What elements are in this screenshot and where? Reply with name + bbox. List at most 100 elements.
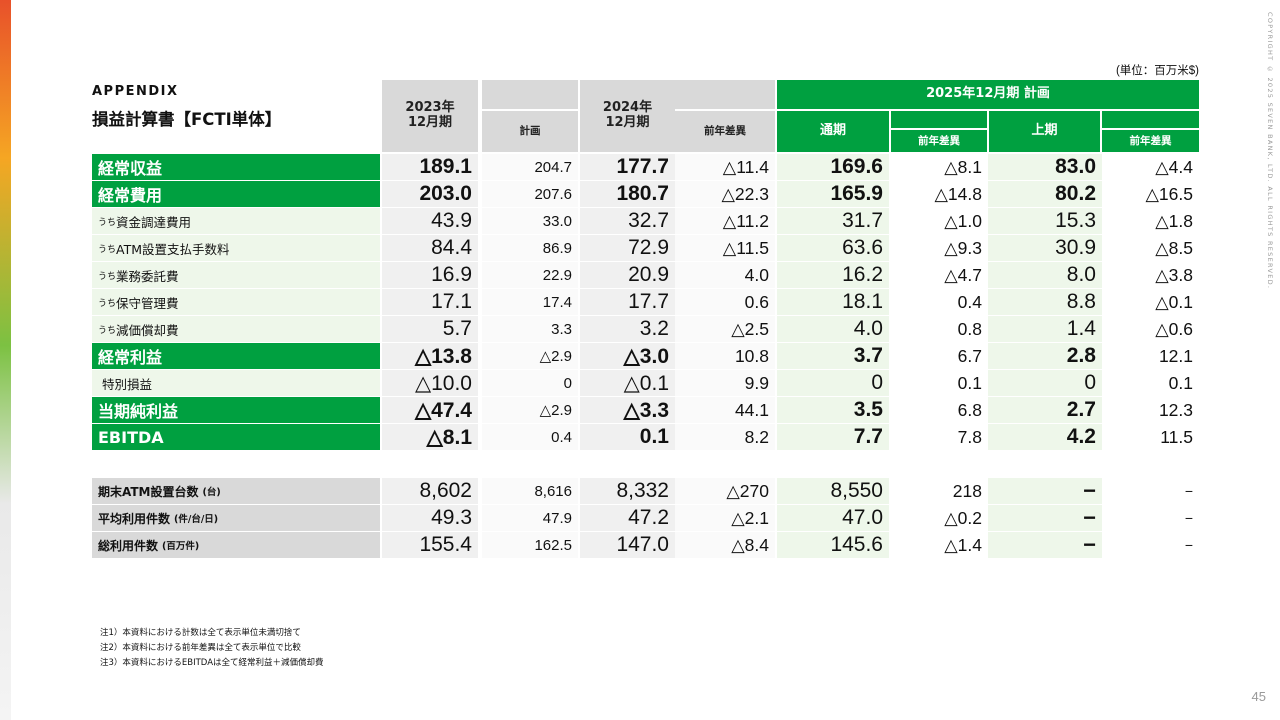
- value-fy2024: 20.9: [580, 262, 675, 288]
- value-yoy: 9.9: [675, 370, 775, 396]
- value-yoy-full: 7.8: [889, 424, 988, 450]
- value-fy2024: △3.3: [580, 397, 675, 423]
- header-yoy-top: [675, 80, 775, 109]
- header-fy2023: 2023年 12月期: [382, 80, 478, 152]
- table-row-funding-cost: うち 資金調達費用 43.9 33.0 32.7 △11.2 31.7 △1.0 …: [92, 208, 1199, 234]
- header-yoy-half-top: [1102, 111, 1199, 128]
- row-label: 当期純利益: [92, 397, 380, 423]
- value-fy2024: 32.7: [580, 208, 675, 234]
- value-fy2024: 17.7: [580, 289, 675, 315]
- value-plan: 33.0: [482, 208, 578, 234]
- value-yoy-full: 6.8: [889, 397, 988, 423]
- stats-row-total-usage: 総利用件数 (百万件) 155.4 162.5 147.0 △8.4 145.6 …: [92, 532, 1199, 558]
- row-label: うち 業務委託費: [92, 262, 380, 288]
- value-yoy-half: −: [1102, 478, 1199, 504]
- value-plan: 8,616: [482, 478, 578, 504]
- header-yoy: 前年差異: [675, 111, 775, 152]
- table-row-atm-fee: うち ATM設置支払手数料 84.4 86.9 72.9 △11.5 63.6 △…: [92, 235, 1199, 261]
- table-row-ordinary-profit: 経常利益 △13.8 △2.9 △3.0 10.8 3.7 6.7 2.8 12…: [92, 343, 1199, 369]
- row-label: EBITDA: [92, 424, 380, 450]
- page-title: 損益計算書【FCTI単体】: [92, 110, 282, 129]
- table-row-maintenance: うち 保守管理費 17.1 17.4 17.7 0.6 18.1 0.4 8.8 …: [92, 289, 1199, 315]
- value-fy2024: 72.9: [580, 235, 675, 261]
- value-plan: 47.9: [482, 505, 578, 531]
- value-fy2023: 5.7: [382, 316, 478, 342]
- value-plan-full: 16.2: [777, 262, 889, 288]
- value-plan: 162.5: [482, 532, 578, 558]
- row-label: うち ATM設置支払手数料: [92, 235, 380, 261]
- footnote: 注3）本資料におけるEBITDAは全て経常利益＋減価償却費: [100, 658, 324, 668]
- stat-label: 平均利用件数 (件/台/日): [92, 505, 380, 531]
- value-fy2023: △8.1: [382, 424, 478, 450]
- value-plan: 86.9: [482, 235, 578, 261]
- value-plan-half: −: [988, 505, 1102, 531]
- value-yoy: 44.1: [675, 397, 775, 423]
- stat-label-text: 期末ATM設置台数: [98, 484, 199, 499]
- value-fy2023: 17.1: [382, 289, 478, 315]
- value-fy2023: 8,602: [382, 478, 478, 504]
- value-yoy-half: 12.1: [1102, 343, 1199, 369]
- value-plan-full: 47.0: [777, 505, 889, 531]
- value-plan-half: 80.2: [988, 181, 1102, 207]
- row-label: うち 保守管理費: [92, 289, 380, 315]
- value-yoy-full: △9.3: [889, 235, 988, 261]
- value-plan-half: 8.0: [988, 262, 1102, 288]
- table-row-outsourcing: うち 業務委託費 16.9 22.9 20.9 4.0 16.2 △4.7 8.0…: [92, 262, 1199, 288]
- value-fy2023: 49.3: [382, 505, 478, 531]
- value-fy2024: 8,332: [580, 478, 675, 504]
- value-plan-half: 15.3: [988, 208, 1102, 234]
- value-yoy-full: △1.4: [889, 532, 988, 558]
- value-plan: 22.9: [482, 262, 578, 288]
- value-plan-full: 169.6: [777, 154, 889, 180]
- row-label-text: ATM設置支払手数料: [116, 241, 230, 257]
- value-plan-half: 1.4: [988, 316, 1102, 342]
- value-fy2023: 189.1: [382, 154, 478, 180]
- header-plan: 計画: [482, 111, 578, 152]
- value-plan-full: 4.0: [777, 316, 889, 342]
- table-row-ordinary-revenue: 経常収益 189.1 204.7 177.7 △11.4 169.6 △8.1 …: [92, 154, 1199, 180]
- value-plan-half: 4.2: [988, 424, 1102, 450]
- row-label: 経常利益: [92, 343, 380, 369]
- value-plan-half: 2.7: [988, 397, 1102, 423]
- value-yoy-half: △4.4: [1102, 154, 1199, 180]
- stat-unit: (件/台/日): [174, 514, 219, 525]
- stat-label-text: 総利用件数: [98, 538, 159, 553]
- footnote: 注1）本資料における計数は全て表示単位未満切捨て: [100, 628, 301, 638]
- table-row-depreciation: うち 減価償却費 5.7 3.3 3.2 △2.5 4.0 0.8 1.4 △0.…: [92, 316, 1199, 342]
- value-fy2024: △0.1: [580, 370, 675, 396]
- table-row-ordinary-expenses: 経常費用 203.0 207.6 180.7 △22.3 165.9 △14.8…: [92, 181, 1199, 207]
- header-yoy-full: 前年差異: [891, 130, 987, 152]
- header-yoy-half: 前年差異: [1102, 130, 1199, 152]
- table-row-ebitda: EBITDA △8.1 0.4 0.1 8.2 7.7 7.8 4.2 11.5: [92, 424, 1199, 450]
- value-yoy: △11.5: [675, 235, 775, 261]
- value-yoy: 4.0: [675, 262, 775, 288]
- value-plan: △2.9: [482, 397, 578, 423]
- value-yoy-half: △0.6: [1102, 316, 1199, 342]
- unit-label: (単位：百万米$): [1115, 65, 1199, 77]
- row-prefix: うち: [98, 271, 117, 282]
- value-plan-full: 0: [777, 370, 889, 396]
- value-yoy-half: 0.1: [1102, 370, 1199, 396]
- value-plan-half: 0: [988, 370, 1102, 396]
- value-plan-full: 3.7: [777, 343, 889, 369]
- value-plan: 0.4: [482, 424, 578, 450]
- header-plan2025: 2025年12月期 計画: [777, 80, 1199, 109]
- row-prefix: うち: [98, 217, 117, 228]
- value-fy2023: 84.4: [382, 235, 478, 261]
- value-yoy-half: 12.3: [1102, 397, 1199, 423]
- value-yoy-half: △3.8: [1102, 262, 1199, 288]
- value-plan: 3.3: [482, 316, 578, 342]
- value-fy2023: 203.0: [382, 181, 478, 207]
- value-plan-full: 3.5: [777, 397, 889, 423]
- value-yoy: △11.4: [675, 154, 775, 180]
- value-fy2024: △3.0: [580, 343, 675, 369]
- stat-label-text: 平均利用件数: [98, 511, 171, 526]
- accent-bar: [0, 0, 11, 720]
- stat-unit: (百万件): [162, 541, 200, 552]
- value-yoy-half: 11.5: [1102, 424, 1199, 450]
- value-fy2024: 0.1: [580, 424, 675, 450]
- value-yoy: △270: [675, 478, 775, 504]
- header-full-year: 通期: [777, 111, 889, 152]
- copyright-text: COPYRIGHT © 2025 SEVEN BANK, LTD. ALL RI…: [1266, 12, 1274, 290]
- value-fy2024: 177.7: [580, 154, 675, 180]
